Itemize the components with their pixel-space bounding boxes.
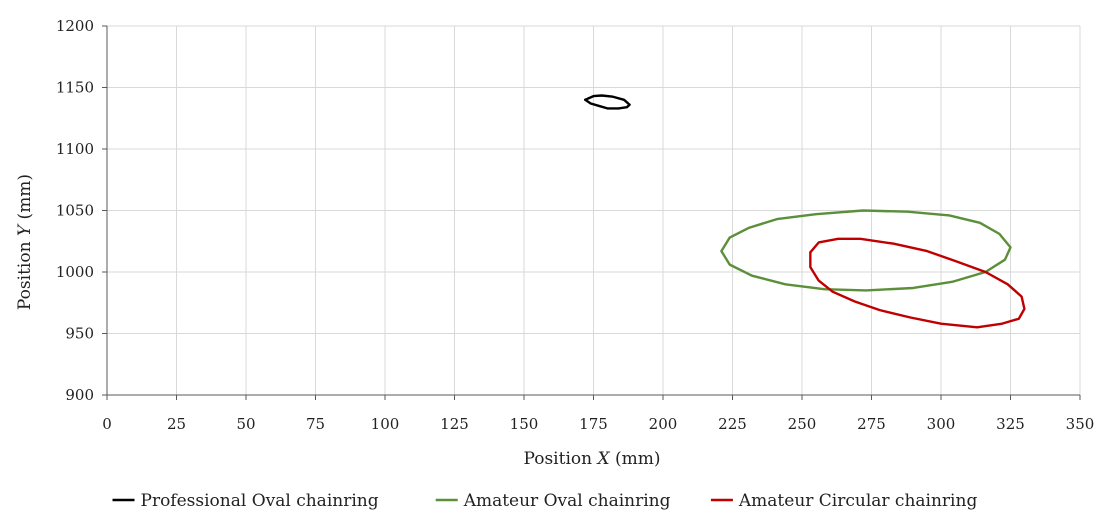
legend: Professional Oval chainring Amateur Oval … — [112, 491, 978, 511]
y-tick-label: 1050 — [56, 202, 94, 220]
y-tick-label: 1100 — [56, 140, 94, 158]
y-axis-title-variable: Y — [15, 223, 35, 236]
x-tick-label: 275 — [857, 415, 886, 433]
series-line-3 — [809, 237, 1026, 329]
x-tick-label: 325 — [996, 415, 1025, 433]
series-line-1 — [583, 94, 631, 110]
x-axis-title-prefix: Position — [523, 449, 597, 469]
x-tick-label: 25 — [167, 415, 186, 433]
x-axis-title: Position X (mm) — [523, 449, 660, 469]
y-tick-label: 950 — [65, 325, 94, 343]
legend-label: Amateur Circular chainring — [738, 491, 978, 511]
x-tick-label: 350 — [1066, 415, 1095, 433]
legend-label: Amateur Oval chainring — [463, 491, 671, 511]
x-tick-label: 250 — [788, 415, 817, 433]
y-axis-title-prefix: Position — [15, 236, 35, 310]
x-tick-label: 175 — [579, 415, 608, 433]
x-axis-title-unit: (mm) — [610, 449, 661, 469]
x-tick-label: 225 — [718, 415, 747, 433]
y-tick-label: 1000 — [56, 263, 94, 281]
axes-layer — [102, 25, 1081, 400]
x-axis-title-variable: X — [595, 449, 610, 469]
tick-label-layer: 0 25 50 75 100 125 150 175 200 225 250 275 300 325 350… — [56, 17, 1095, 433]
x-tick-label: 200 — [649, 415, 678, 433]
x-tick-label: 100 — [371, 415, 400, 433]
x-tick-label: 75 — [306, 415, 325, 433]
legend-item-3: Amateur Circular chainring — [710, 491, 978, 511]
y-tick-label: 1150 — [56, 79, 94, 97]
x-tick-label: 0 — [102, 415, 112, 433]
x-tick-label: 125 — [440, 415, 469, 433]
series-layer — [583, 94, 1026, 329]
legend-label: Professional Oval chainring — [141, 491, 379, 511]
grid-layer — [107, 25, 1081, 395]
y-tick-label: 900 — [65, 386, 94, 404]
x-tick-label: 300 — [927, 415, 956, 433]
legend-item-1: Professional Oval chainring — [112, 491, 379, 511]
y-axis-title-unit: (mm) — [15, 174, 35, 225]
x-tick-label: 150 — [510, 415, 539, 433]
x-tick-label: 50 — [236, 415, 255, 433]
series-line-2 — [720, 209, 1012, 292]
y-axis-title: Position Y (mm) — [15, 174, 35, 310]
y-tick-label: 1200 — [56, 17, 94, 35]
legend-item-2: Amateur Oval chainring — [435, 491, 671, 511]
